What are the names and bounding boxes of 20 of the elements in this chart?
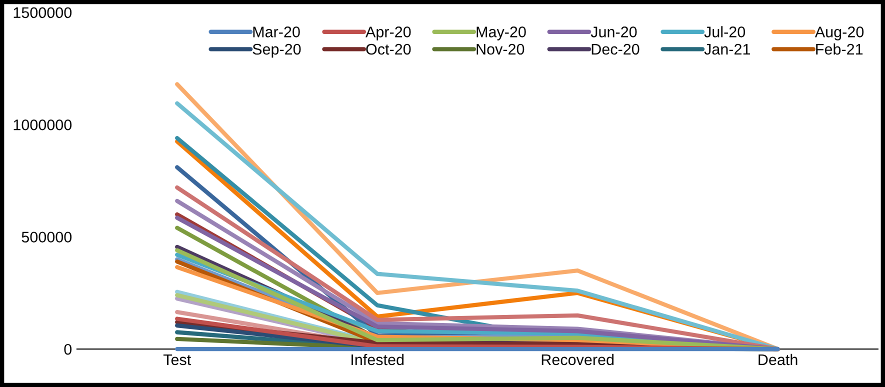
- y-tick-label: 0: [64, 344, 72, 355]
- legend-label: Jul-20: [704, 26, 746, 38]
- y-tick-label: 1000000: [14, 119, 72, 130]
- legend-label: Mar-20: [253, 26, 300, 38]
- legend-label: Dec-20: [592, 44, 640, 55]
- legend-label: Jan-21: [704, 44, 750, 55]
- legend-label: May-20: [476, 26, 526, 40]
- legend-label: Sep-20: [252, 44, 301, 58]
- legend-label: Feb-21: [816, 43, 863, 55]
- y-tick-label: 1500000: [14, 7, 72, 18]
- x-tick-label: Test: [163, 354, 192, 366]
- y-tick-label: 500000: [22, 232, 72, 243]
- x-tick-label: Death: [758, 354, 798, 366]
- x-tick-label: Infested: [352, 354, 404, 366]
- legend-label: Nov-20: [476, 44, 524, 55]
- legend-label: Jun-20: [590, 26, 637, 38]
- legend-label: Apr-20: [366, 26, 411, 40]
- legend-label: Aug-20: [814, 26, 864, 40]
- x-tick-label: Recovered: [542, 354, 614, 366]
- legend-label: Oct-20: [366, 44, 411, 55]
